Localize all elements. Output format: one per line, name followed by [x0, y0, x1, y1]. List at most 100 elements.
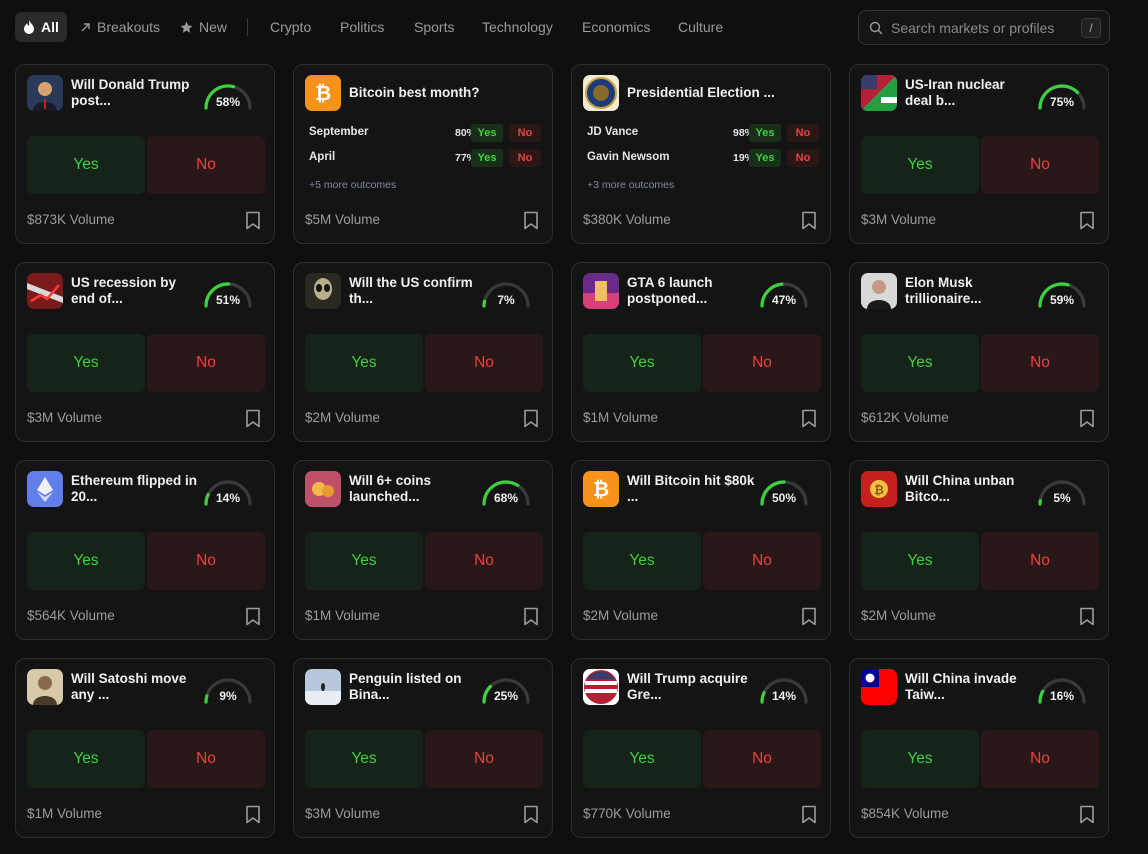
no-button[interactable]: No [425, 730, 543, 788]
outcome-yes-button[interactable]: Yes [749, 124, 781, 142]
no-button[interactable]: No [147, 334, 265, 392]
search-input[interactable] [891, 19, 1073, 36]
yes-button[interactable]: Yes [583, 730, 701, 788]
no-button[interactable]: No [147, 730, 265, 788]
more-outcomes-link[interactable]: +3 more outcomes [587, 179, 675, 191]
bookmark-icon[interactable] [523, 805, 539, 824]
market-title[interactable]: Will China invade Taiw... [905, 671, 1017, 702]
no-button[interactable]: No [425, 334, 543, 392]
yes-button[interactable]: Yes [861, 136, 979, 194]
outcome-no-button[interactable]: No [509, 124, 541, 142]
yes-button[interactable]: Yes [861, 334, 979, 392]
market-title[interactable]: Will China unban Bitco... [905, 473, 1015, 504]
market-card[interactable]: Will Trump acquire Gre... 14% Yes No $770K V… [571, 658, 831, 838]
tab-new[interactable]: New [180, 12, 227, 42]
tab-economics[interactable]: Economics [582, 12, 650, 42]
bookmark-icon[interactable] [801, 211, 817, 230]
yes-button[interactable]: Yes [27, 334, 145, 392]
market-title[interactable]: Will the US confirm th... [349, 275, 473, 306]
market-card[interactable]: US-Iran nuclear deal b... 75% Yes No $3M Vol… [849, 64, 1109, 244]
yes-button[interactable]: Yes [583, 532, 701, 590]
outcome-no-button[interactable]: No [509, 149, 541, 167]
market-card[interactable]: Will Satoshi move any ... 9% Yes No $1M Volu… [15, 658, 275, 838]
outcome-no-button[interactable]: No [787, 124, 819, 142]
no-button[interactable]: No [981, 730, 1099, 788]
tab-all[interactable]: All [15, 12, 67, 42]
market-title[interactable]: Penguin listed on Bina... [349, 671, 462, 702]
no-button[interactable]: No [703, 334, 821, 392]
market-title[interactable]: Will 6+ coins launched... [349, 473, 432, 504]
no-button[interactable]: No [147, 532, 265, 590]
bookmark-icon[interactable] [1079, 607, 1095, 626]
market-card[interactable]: Presidential Election ... JD Vance 98% Yes N… [571, 64, 831, 244]
no-button[interactable]: No [703, 730, 821, 788]
bookmark-icon[interactable] [1079, 211, 1095, 230]
market-card[interactable]: Ethereum flipped in 20... 14% Yes No $564K V… [15, 460, 275, 640]
market-card[interactable]: Will the US confirm th... 7% Yes No $2M Volu… [293, 262, 553, 442]
market-title[interactable]: Will Donald Trump post... [71, 77, 190, 108]
tab-sports[interactable]: Sports [414, 12, 454, 42]
bookmark-icon[interactable] [1079, 805, 1095, 824]
market-card[interactable]: Penguin listed on Bina... 25% Yes No $3M Vol… [293, 658, 553, 838]
market-card[interactable]: US recession by end of... 51% Yes No $3M Vol… [15, 262, 275, 442]
bookmark-icon[interactable] [801, 607, 817, 626]
no-button[interactable]: No [981, 334, 1099, 392]
yes-button[interactable]: Yes [27, 730, 145, 788]
bookmark-icon[interactable] [1079, 409, 1095, 428]
yes-button[interactable]: Yes [861, 730, 979, 788]
bookmark-icon[interactable] [801, 805, 817, 824]
yes-button[interactable]: Yes [27, 532, 145, 590]
bookmark-icon[interactable] [523, 211, 539, 230]
yes-button[interactable]: Yes [305, 730, 423, 788]
bookmark-icon[interactable] [245, 607, 261, 626]
yes-button[interactable]: Yes [27, 136, 145, 194]
market-card[interactable]: ₿ Bitcoin best month? September 80% Yes No Apr… [293, 64, 553, 244]
outcome-yes-button[interactable]: Yes [749, 149, 781, 167]
no-button[interactable]: No [425, 532, 543, 590]
outcome-no-button[interactable]: No [787, 149, 819, 167]
yes-button[interactable]: Yes [305, 334, 423, 392]
bookmark-icon[interactable] [523, 409, 539, 428]
no-button[interactable]: No [981, 532, 1099, 590]
market-title[interactable]: US recession by end of... [71, 275, 177, 306]
market-card[interactable]: Elon Musk trillionaire... 59% Yes No $612K V… [849, 262, 1109, 442]
market-title[interactable]: Presidential Election ... [627, 85, 775, 100]
market-card[interactable]: Will Donald Trump post... 58% Yes No $873K V… [15, 64, 275, 244]
no-button[interactable]: No [981, 136, 1099, 194]
outcome-yes-button[interactable]: Yes [471, 124, 503, 142]
outcome-yes-button[interactable]: Yes [471, 149, 503, 167]
bookmark-icon[interactable] [245, 409, 261, 428]
market-volume: $3M Volume [861, 212, 937, 227]
no-button[interactable]: No [703, 532, 821, 590]
probability-gauge: 50% [757, 473, 811, 509]
market-title[interactable]: Will Satoshi move any ... [71, 671, 187, 702]
yes-button[interactable]: Yes [583, 334, 701, 392]
market-title[interactable]: Will Trump acquire Gre... [627, 671, 748, 702]
market-title[interactable]: Will Bitcoin hit $80k ... [627, 473, 755, 504]
market-card[interactable]: Will 6+ coins launched... 68% Yes No $1M Vol… [293, 460, 553, 640]
market-title[interactable]: US-Iran nuclear deal b... [905, 77, 1005, 108]
tab-crypto[interactable]: Crypto [270, 12, 311, 42]
market-card[interactable]: ₿ Will China unban Bitco... 5% Yes No $2M Vol… [849, 460, 1109, 640]
market-card[interactable]: GTA 6 launch postponed... 47% Yes No $1M Vol… [571, 262, 831, 442]
market-title[interactable]: GTA 6 launch postponed... [627, 275, 713, 306]
market-card[interactable]: Will China invade Taiw... 16% Yes No $854K V… [849, 658, 1109, 838]
yes-button[interactable]: Yes [305, 532, 423, 590]
bookmark-icon[interactable] [801, 409, 817, 428]
bookmark-icon[interactable] [245, 211, 261, 230]
market-title[interactable]: Elon Musk trillionaire... [905, 275, 982, 306]
tab-politics[interactable]: Politics [340, 12, 384, 42]
yes-button[interactable]: Yes [861, 532, 979, 590]
bookmark-icon[interactable] [245, 805, 261, 824]
more-outcomes-link[interactable]: +5 more outcomes [309, 179, 397, 191]
market-card[interactable]: ₿ Will Bitcoin hit $80k ... 50% Yes No $2M Vo… [571, 460, 831, 640]
tab-culture[interactable]: Culture [678, 12, 723, 42]
no-button[interactable]: No [147, 136, 265, 194]
market-volume: $3M Volume [27, 410, 103, 425]
bookmark-icon[interactable] [523, 607, 539, 626]
search-box[interactable]: / [858, 10, 1110, 45]
tab-technology[interactable]: Technology [482, 12, 553, 42]
market-title[interactable]: Bitcoin best month? [349, 85, 480, 100]
market-title[interactable]: Ethereum flipped in 20... [71, 473, 198, 504]
tab-breakouts[interactable]: Breakouts [80, 12, 160, 42]
